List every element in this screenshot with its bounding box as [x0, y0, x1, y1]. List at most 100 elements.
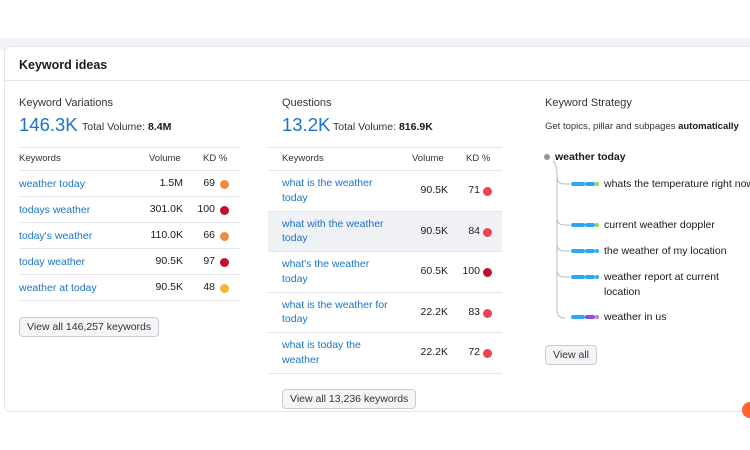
- intent-bar-segment: [571, 315, 585, 319]
- keyword-link[interactable]: what is the weather for today: [282, 298, 388, 326]
- view-all-questions-button[interactable]: View all 13,236 keywords: [282, 389, 417, 409]
- table-row: what is the weather for today 22.2K 83: [268, 293, 502, 333]
- keyword-ideas-card: Keyword ideas Keyword Variations 146.3K …: [4, 46, 750, 412]
- kd-value: 100: [197, 203, 215, 215]
- strategy-tree: [544, 154, 599, 319]
- kd-indicator-icon: [483, 349, 492, 358]
- volume-value: 1.5M: [159, 177, 183, 189]
- header-volume: Volume: [412, 153, 444, 164]
- tree-trunk: [552, 160, 566, 319]
- intent-bar-segment: [585, 249, 595, 253]
- kd-indicator-icon: [483, 268, 492, 277]
- volume-value: 90.5K: [420, 224, 448, 237]
- questions-total: Total Volume: 816.9K: [333, 121, 433, 133]
- table-row: what is the weather today 90.5K 71: [268, 171, 502, 212]
- kd-value: 69: [203, 177, 215, 189]
- kd-indicator-icon: [483, 308, 492, 318]
- volume-value: 90.5K: [420, 184, 448, 196]
- volume-value: 90.5K: [155, 255, 183, 267]
- keyword-link[interactable]: todays weather: [19, 204, 91, 216]
- table-row: what is today the weather 22.2K 72: [268, 333, 502, 374]
- root-node-icon: [544, 154, 550, 160]
- strategy-subtitle-text: Get topics, pillar and subpages: [545, 121, 676, 132]
- intent-bar-segment: [571, 249, 585, 253]
- chat-bubble-icon[interactable]: [742, 402, 750, 418]
- kd-value: 83: [468, 305, 480, 318]
- keyword-link[interactable]: today's weather: [19, 230, 93, 242]
- header-kd: KD %: [466, 153, 491, 164]
- intent-bar-segment: [595, 249, 599, 253]
- variations-total-value: 8.4M: [147, 121, 172, 133]
- intent-bar-segment: [585, 275, 595, 279]
- questions-rows: what is the weather today 90.5K 71 what wit…: [268, 171, 502, 374]
- questions-count: 13.2K: [282, 114, 331, 135]
- intent-bar-segment: [571, 223, 585, 227]
- variations-title: Keyword Variations: [19, 97, 113, 109]
- header-keywords: Keywords: [282, 153, 324, 164]
- strategy-subtitle-bold: automatically: [678, 121, 739, 132]
- tree-branch: [556, 243, 570, 252]
- kd-value: 66: [203, 229, 215, 241]
- intent-bar-segment: [585, 182, 595, 186]
- intent-bar-segment: [571, 275, 585, 279]
- strategy-title: Keyword Strategy: [545, 97, 632, 109]
- strategy-subtopic[interactable]: current weather doppler: [604, 219, 715, 231]
- intent-bar-segment: [595, 275, 599, 279]
- strategy-subtopic[interactable]: weather in us: [604, 311, 667, 323]
- intent-bar-segment: [595, 182, 599, 186]
- table-row: today's weather 110.0K 66: [19, 223, 239, 249]
- variations-table: Keywords Volume KD % weather today 1.5M 69…: [19, 147, 239, 301]
- header-volume: Volume: [149, 153, 181, 164]
- volume-value: 22.2K: [420, 305, 448, 318]
- intent-bar-segment: [571, 182, 585, 186]
- kd-value: 72: [468, 346, 480, 358]
- tree-branch: [556, 269, 570, 278]
- kd-indicator-icon: [220, 180, 229, 189]
- strategy-subtopic[interactable]: weather report at current location: [604, 271, 719, 298]
- strategy-subtopic[interactable]: whats the temperature right now: [604, 178, 750, 190]
- intent-bars: [571, 182, 599, 319]
- volume-value: 22.2K: [420, 346, 448, 358]
- table-row: what's the weather today 60.5K 100: [268, 252, 502, 293]
- table-row: weather today 1.5M 69: [19, 171, 239, 197]
- table-row: what with the weather today 90.5K 84: [268, 211, 502, 252]
- strategy-root[interactable]: weather today: [555, 151, 626, 163]
- intent-bar-segment: [595, 223, 599, 227]
- view-all-variations-button[interactable]: View all 146,257 keywords: [19, 317, 160, 337]
- keyword-link[interactable]: weather today: [19, 178, 85, 190]
- volume-value: 60.5K: [420, 265, 448, 277]
- variations-count: 146.3K: [19, 114, 78, 135]
- intent-bar-segment: [585, 315, 595, 319]
- keyword-link[interactable]: what is today the weather: [282, 339, 361, 366]
- volume-value: 90.5K: [155, 281, 183, 293]
- keyword-link[interactable]: what's the weather today: [282, 258, 370, 285]
- keyword-link[interactable]: what is the weather today: [282, 177, 373, 204]
- keyword-link[interactable]: today weather: [19, 256, 85, 268]
- kd-value: 71: [468, 184, 480, 196]
- kd-indicator-icon: [220, 206, 229, 215]
- keyword-link[interactable]: weather at today: [19, 282, 97, 294]
- questions-total-label: Total Volume:: [333, 121, 397, 133]
- variations-total-label: Total Volume:: [82, 121, 146, 133]
- table-row: todays weather 301.0K 100: [19, 197, 239, 223]
- strategy-subtopic[interactable]: the weather of my location: [604, 245, 727, 257]
- kd-indicator-icon: [220, 232, 229, 241]
- keyword-link[interactable]: what with the weather today: [282, 217, 384, 245]
- variations-rows: weather today 1.5M 69 todays weather 301.0K 1…: [19, 171, 239, 301]
- intent-bar-segment: [585, 223, 595, 227]
- questions-title: Questions: [282, 97, 332, 109]
- questions-total-value: 816.9K: [398, 121, 433, 133]
- kd-value: 97: [203, 255, 215, 267]
- kd-indicator-icon: [220, 284, 229, 293]
- header-kd: KD %: [203, 153, 228, 164]
- table-header: Keywords Volume KD %: [268, 148, 502, 171]
- kd-value: 84: [468, 224, 480, 237]
- kd-indicator-icon: [483, 227, 492, 237]
- questions-table: Keywords Volume KD % what is the weather…: [268, 147, 502, 374]
- table-header: Keywords Volume KD %: [19, 148, 239, 171]
- view-all-strategy-button[interactable]: View all: [545, 345, 597, 365]
- intent-bar-segment: [595, 315, 599, 319]
- kd-value: 100: [462, 265, 480, 277]
- table-row: today weather 90.5K 97: [19, 249, 239, 275]
- volume-value: 301.0K: [149, 203, 183, 215]
